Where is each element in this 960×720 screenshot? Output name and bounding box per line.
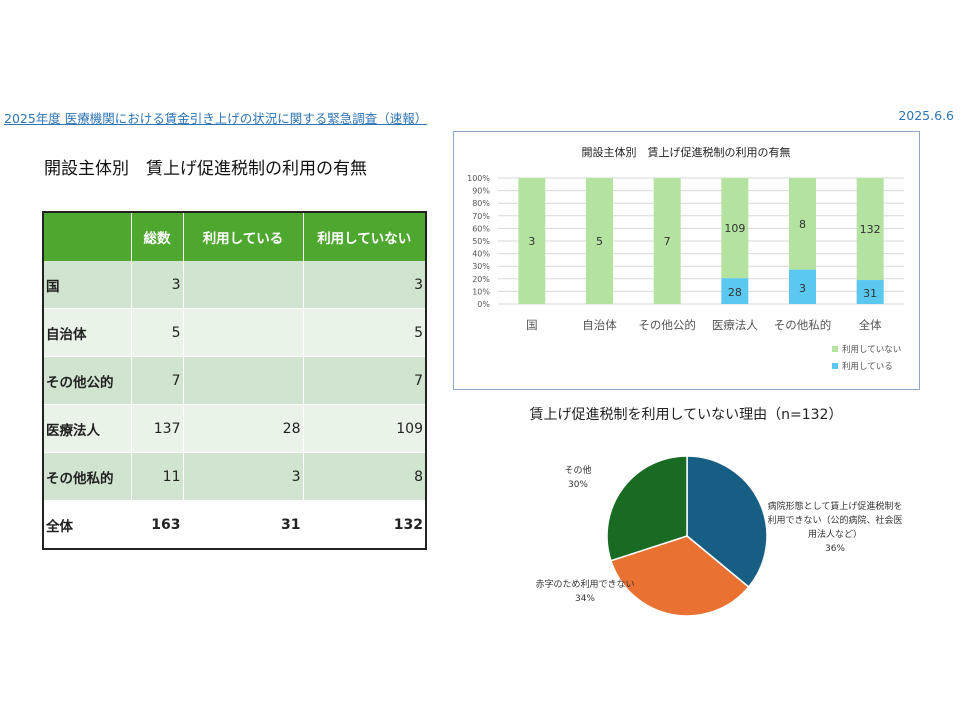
row-total: 11 bbox=[131, 452, 184, 501]
pie-slice-label-line: 利用できない（公的病院、社会医 bbox=[767, 516, 903, 526]
y-tick-label: 10% bbox=[472, 287, 490, 296]
pie-slice-percent: 30% bbox=[567, 480, 588, 490]
y-tick-label: 20% bbox=[472, 275, 490, 284]
pie-slice-label-line: 赤字のため利用できない bbox=[535, 580, 635, 590]
row-label: その他私的 bbox=[43, 452, 132, 501]
table-header-using: 利用している bbox=[183, 212, 304, 261]
row-total: 7 bbox=[131, 356, 184, 405]
bar-using bbox=[789, 269, 816, 304]
row-not-using: 109 bbox=[303, 404, 427, 453]
y-tick-label: 80% bbox=[472, 199, 490, 208]
y-tick-label: 50% bbox=[472, 237, 490, 246]
y-tick-label: 100% bbox=[467, 174, 490, 183]
stacked-bar-chart: 開設主体別 賃上げ促進税制の利用の有無 0% 10% 20% 30% 40% 50% 60% 7… bbox=[453, 131, 920, 390]
bar-not-using bbox=[586, 178, 613, 304]
stacked-bar-chart-svg: 開設主体別 賃上げ促進税制の利用の有無 0% 10% 20% 30% 40% 50% 60% 7… bbox=[467, 145, 904, 372]
row-not-using: 3 bbox=[303, 261, 427, 309]
table-header-row: 総数 利用している 利用していない bbox=[43, 212, 427, 261]
data-label-not-using: 132 bbox=[860, 223, 881, 236]
pie-slice bbox=[606, 455, 688, 562]
x-category-label: 全体 bbox=[859, 318, 882, 332]
data-label-not-using: 5 bbox=[596, 235, 603, 248]
row-using bbox=[183, 261, 304, 309]
pie-slice-label: 赤字のため利用できない 34% bbox=[520, 578, 650, 606]
legend-swatch bbox=[832, 346, 838, 352]
report-date: 2025.6.6 bbox=[898, 108, 954, 123]
pie-slice bbox=[609, 535, 750, 617]
table-row: その他公的 7 7 bbox=[43, 356, 427, 405]
pie-slice-label-line: その他 bbox=[564, 466, 592, 476]
x-category-label: 医療法人 bbox=[712, 318, 758, 332]
report-title[interactable]: 2025年度 医療機関における賃金引き上げの状況に関する緊急調査（速報） bbox=[4, 111, 428, 126]
data-label-not-using: 3 bbox=[528, 235, 535, 248]
pie-slice-percent: 34% bbox=[574, 594, 595, 604]
row-using bbox=[183, 308, 304, 357]
row-using: 28 bbox=[183, 404, 304, 453]
row-using: 3 bbox=[183, 452, 304, 501]
table-row-total: 全体 163 31 132 bbox=[43, 500, 427, 549]
row-total: 5 bbox=[131, 308, 184, 357]
y-tick-label: 30% bbox=[472, 262, 490, 271]
data-label-not-using: 7 bbox=[664, 235, 671, 248]
data-label-using: 28 bbox=[728, 286, 742, 299]
row-using: 31 bbox=[183, 500, 304, 549]
pie-slice-label: 病院形態として賃上げ促進税制を 利用できない（公的病院、社会医 用法人など） 36% bbox=[760, 500, 910, 556]
pie-slice-label: その他 30% bbox=[548, 464, 608, 492]
data-label-using: 3 bbox=[799, 282, 806, 295]
row-using bbox=[183, 356, 304, 405]
row-total: 163 bbox=[131, 500, 184, 549]
table-row: 医療法人 137 28 109 bbox=[43, 404, 427, 453]
table-header-total: 総数 bbox=[131, 212, 184, 261]
bar-using bbox=[856, 280, 884, 304]
table-row: 自治体 5 5 bbox=[43, 308, 427, 357]
row-not-using: 8 bbox=[303, 452, 427, 501]
table-row: 国 3 3 bbox=[43, 261, 427, 309]
pie-slice-label-line: 病院形態として賃上げ促進税制を bbox=[767, 502, 903, 512]
table-row: その他私的 11 3 8 bbox=[43, 452, 427, 501]
row-not-using: 5 bbox=[303, 308, 427, 357]
x-category-label: 自治体 bbox=[582, 318, 617, 332]
bar-not-using bbox=[653, 178, 681, 304]
row-label: 自治体 bbox=[43, 308, 132, 357]
pie-slice-percent: 36% bbox=[824, 544, 845, 554]
x-category-label: 国 bbox=[526, 318, 538, 332]
row-label: 医療法人 bbox=[43, 404, 132, 453]
bar-not-using bbox=[721, 178, 749, 279]
table-header-not-using: 利用していない bbox=[303, 212, 427, 261]
legend-label: 利用している bbox=[842, 361, 893, 372]
pie-slice bbox=[686, 455, 768, 589]
y-tick-label: 60% bbox=[472, 224, 490, 233]
data-label-not-using: 8 bbox=[799, 218, 806, 231]
row-label: 全体 bbox=[43, 500, 132, 549]
y-tick-label: 90% bbox=[472, 187, 490, 196]
bar-not-using bbox=[789, 178, 816, 270]
y-tick-label: 40% bbox=[472, 250, 490, 259]
bar-using bbox=[721, 278, 749, 304]
x-category-label: その他私的 bbox=[774, 318, 832, 332]
x-category-label: その他公的 bbox=[638, 318, 696, 332]
bar-not-using bbox=[518, 178, 546, 304]
table-header-corner bbox=[43, 212, 132, 261]
row-label: 国 bbox=[43, 261, 132, 309]
legend-swatch bbox=[832, 363, 838, 369]
table-section-title: 開設主体別 賃上げ促進税制の利用の有無 bbox=[44, 159, 367, 179]
row-not-using: 132 bbox=[303, 500, 427, 549]
legend-label: 利用していない bbox=[842, 344, 901, 355]
row-total: 3 bbox=[131, 261, 184, 309]
row-label: その他公的 bbox=[43, 356, 132, 405]
bar-chart-title: 開設主体別 賃上げ促進税制の利用の有無 bbox=[582, 145, 791, 159]
pie-chart-svg bbox=[606, 455, 768, 617]
row-total: 137 bbox=[131, 404, 184, 453]
row-not-using: 7 bbox=[303, 356, 427, 405]
y-tick-label: 0% bbox=[477, 300, 490, 309]
data-label-using: 31 bbox=[863, 287, 877, 300]
bar-not-using bbox=[856, 178, 884, 281]
pie-slice-label-line: 用法人など） bbox=[807, 530, 862, 540]
pie-chart-title: 賃上げ促進税制を利用していない理由（n=132） bbox=[529, 407, 843, 423]
data-label-not-using: 109 bbox=[724, 222, 745, 235]
facility-table: 総数 利用している 利用していない 国 3 3 自治体 5 5 その他公的 7 … bbox=[42, 211, 427, 550]
y-tick-label: 70% bbox=[472, 212, 490, 221]
